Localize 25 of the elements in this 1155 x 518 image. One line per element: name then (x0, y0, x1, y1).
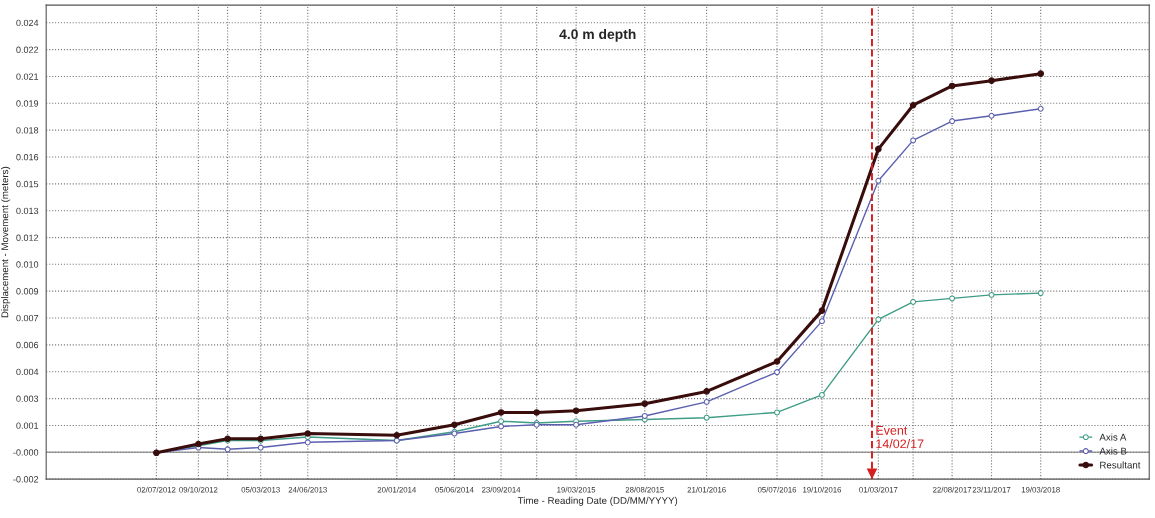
y-tick-label: 0.006 (16, 341, 39, 349)
x-axis-title: Time - Reading Date (DD/MM/YYYY) (517, 496, 678, 506)
y-tick-label: 0.012 (16, 234, 39, 241)
y-tick-label: 0.024 (16, 19, 39, 27)
legend-label: Axis A (1099, 433, 1127, 441)
y-tick-label: -0.002 (13, 476, 39, 483)
y-tick-label: -0.000 (13, 449, 39, 456)
y-tick-label: 0.019 (16, 100, 39, 107)
legend-label: Resultant (1100, 461, 1141, 469)
y-tick-label: 0.021 (16, 73, 39, 80)
y-tick-label: 0.003 (16, 395, 39, 402)
y-tick-label: 0.013 (16, 207, 39, 215)
y-tick-label: 0.010 (16, 261, 39, 268)
text: 4.0 m depth (559, 28, 636, 42)
y-tick-label: 0.022 (16, 46, 39, 53)
y-axis-title: Displacement - Movement (meters) (1, 166, 11, 318)
y-tick-label: 0.004 (16, 368, 39, 376)
y-tick-label: 0.007 (16, 314, 39, 322)
y-tick-label: 0.001 (16, 422, 39, 429)
y-tick-label: 0.009 (16, 288, 39, 295)
y-tick-label: 0.018 (16, 127, 39, 134)
y-tick-label: 0.015 (16, 180, 39, 188)
legend-label: Axis B (1099, 447, 1127, 455)
ref-line-label: Event 14/02/17 (876, 426, 924, 449)
y-tick-label: 0.016 (16, 153, 39, 161)
